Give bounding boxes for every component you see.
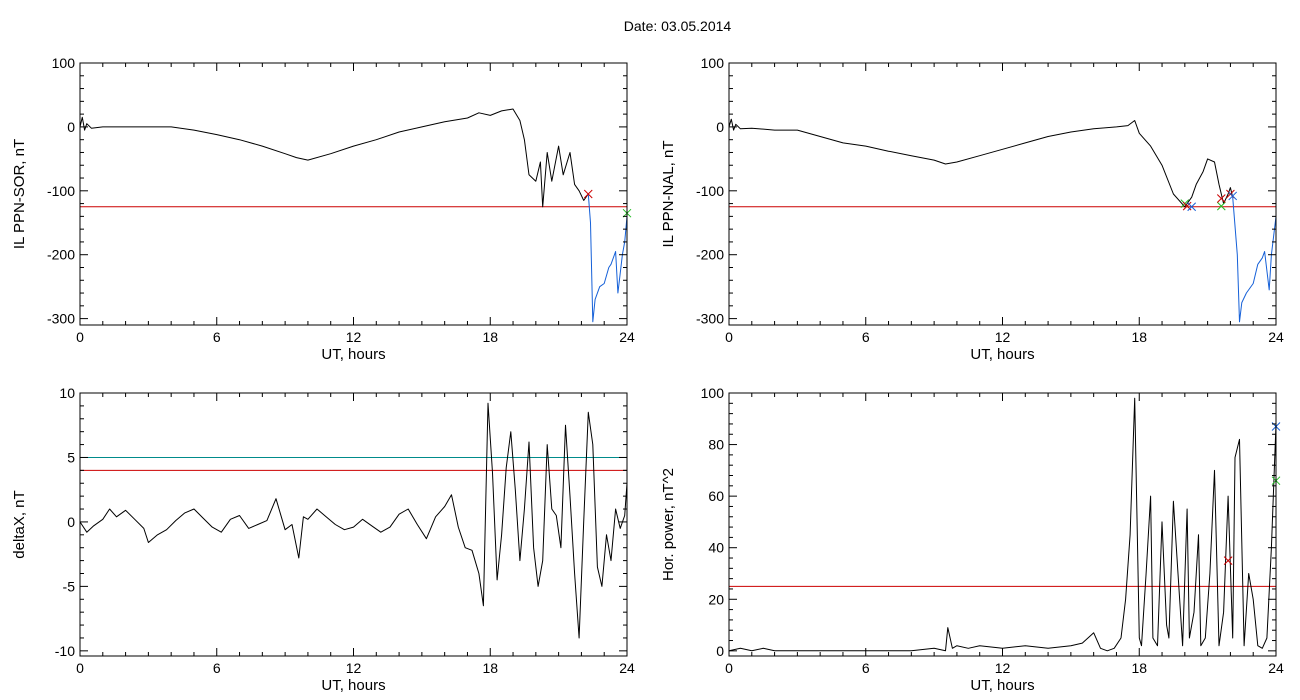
y-tick-label: 0 (716, 119, 724, 135)
x-tick-label: 24 (1268, 329, 1284, 345)
x-tick-label: 6 (213, 660, 221, 676)
y-tick-label: 100 (52, 55, 76, 71)
y-axis-label: deltaX, nT (11, 490, 28, 558)
x-tick-label: 0 (725, 329, 733, 345)
y-tick-label: 100 (701, 385, 725, 401)
marker-red-0 (583, 189, 593, 199)
y-tick-label: 0 (716, 643, 724, 659)
y-tick-label: 40 (708, 540, 724, 556)
y-tick-label: -200 (696, 247, 724, 263)
marker-blue-2 (1187, 202, 1197, 212)
plot-frame (79, 62, 628, 326)
x-tick-label: 0 (76, 329, 84, 345)
y-tick-label: 80 (708, 437, 724, 453)
y-tick-label: 10 (59, 385, 75, 401)
x-tick-label: 12 (995, 660, 1011, 676)
marker-blue-6 (1228, 191, 1238, 201)
y-tick-label: -200 (47, 247, 75, 263)
x-tick-label: 24 (1268, 660, 1284, 676)
plot-frame (79, 392, 628, 657)
series-line-black (729, 397, 1276, 652)
x-axis-label: UT, hours (970, 677, 1034, 694)
x-axis-label: UT, hours (321, 346, 385, 363)
y-axis-label: Hor. power, nT^2 (660, 468, 677, 581)
y-tick-label: 0 (67, 514, 75, 530)
y-tick-label: -300 (47, 311, 75, 327)
x-tick-label: 6 (862, 329, 870, 345)
x-tick-label: 0 (725, 660, 733, 676)
y-axis-label: IL PPN-SOR, nT (11, 139, 28, 249)
y-tick-label: -10 (55, 643, 75, 659)
y-tick-label: 60 (708, 488, 724, 504)
x-tick-label: 18 (1131, 329, 1147, 345)
x-tick-label: 0 (76, 660, 84, 676)
y-tick-label: 5 (67, 449, 75, 465)
series-line-black (80, 402, 627, 639)
y-tick-label: -300 (696, 311, 724, 327)
marker-green-3 (1216, 201, 1226, 211)
x-tick-label: 6 (213, 329, 221, 345)
y-tick-label: 20 (708, 591, 724, 607)
plot-frame (728, 392, 1277, 657)
x-tick-label: 18 (1131, 660, 1147, 676)
x-tick-label: 24 (619, 329, 635, 345)
series-line-blue (1232, 197, 1276, 323)
x-tick-label: 18 (482, 329, 498, 345)
x-tick-label: 12 (346, 660, 362, 676)
y-tick-label: -5 (63, 578, 76, 594)
y-tick-label: 100 (701, 55, 725, 71)
x-tick-label: 24 (619, 660, 635, 676)
marker-red-0 (1223, 556, 1233, 565)
plot-frame (728, 62, 1277, 326)
y-tick-label: 0 (67, 119, 75, 135)
panel-hor-power: 0 6 12 18 24 100 80 60 40 20 0 UT, hours Hor. power,… (660, 385, 1284, 694)
y-tick-label: -100 (696, 183, 724, 199)
panel-deltax: 0 6 12 18 24 10 5 0 -5 -10 UT, hours deltaX, nT (11, 385, 635, 694)
series-line-blue (587, 193, 627, 323)
marker-red-4 (1216, 194, 1226, 203)
y-axis-label: IL PPN-NAL, nT (660, 141, 677, 248)
series-line-black (80, 108, 589, 208)
x-tick-label: 12 (995, 329, 1011, 345)
x-tick-label: 18 (482, 660, 498, 676)
x-tick-label: 6 (862, 660, 870, 676)
x-tick-label: 12 (346, 329, 362, 345)
figure-title: Date: 03.05.2014 (623, 18, 732, 34)
panel-ppn-sor: 0 6 12 18 24 100 0 -100 -200 -300 UT, hours IL PPN-… (11, 55, 635, 363)
x-axis-label: UT, hours (321, 677, 385, 694)
x-axis-label: UT, hours (970, 346, 1034, 363)
y-tick-label: -100 (47, 183, 75, 199)
series-line-black (729, 118, 1234, 208)
panel-ppn-nal: 0 6 12 18 24 100 0 -100 -200 -300 UT, hours IL PPN-… (660, 55, 1284, 363)
